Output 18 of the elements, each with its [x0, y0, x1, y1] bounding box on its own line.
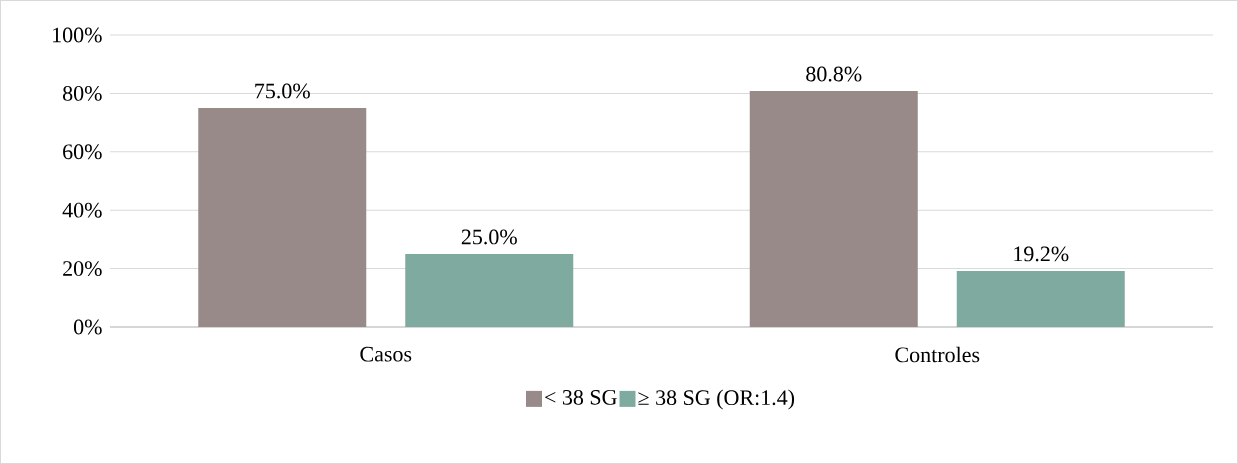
- y-tick-label: 100%: [53, 27, 102, 43]
- bar: [198, 108, 367, 327]
- y-tick-label: 20%: [63, 261, 102, 277]
- y-tick-label: 80%: [62, 85, 102, 101]
- data-label: 19.2%: [1014, 246, 1069, 262]
- x-tick-label: Casos: [360, 346, 412, 362]
- bar: [749, 91, 918, 327]
- y-tick-label: 0%: [73, 319, 102, 335]
- data-label: 25.0%: [461, 229, 517, 245]
- y-tick-label: 40%: [62, 202, 102, 218]
- x-tick-label: Controles: [895, 346, 980, 363]
- bar: [956, 270, 1125, 327]
- legend-label: ≥ 38 SG (OR:1.4): [638, 389, 795, 410]
- y-tick-label: 60%: [63, 144, 102, 160]
- data-label: 80.8%: [806, 66, 862, 82]
- legend-label: < 38 SG: [545, 389, 617, 405]
- bar: [405, 254, 574, 327]
- data-label: 75.0%: [255, 83, 310, 99]
